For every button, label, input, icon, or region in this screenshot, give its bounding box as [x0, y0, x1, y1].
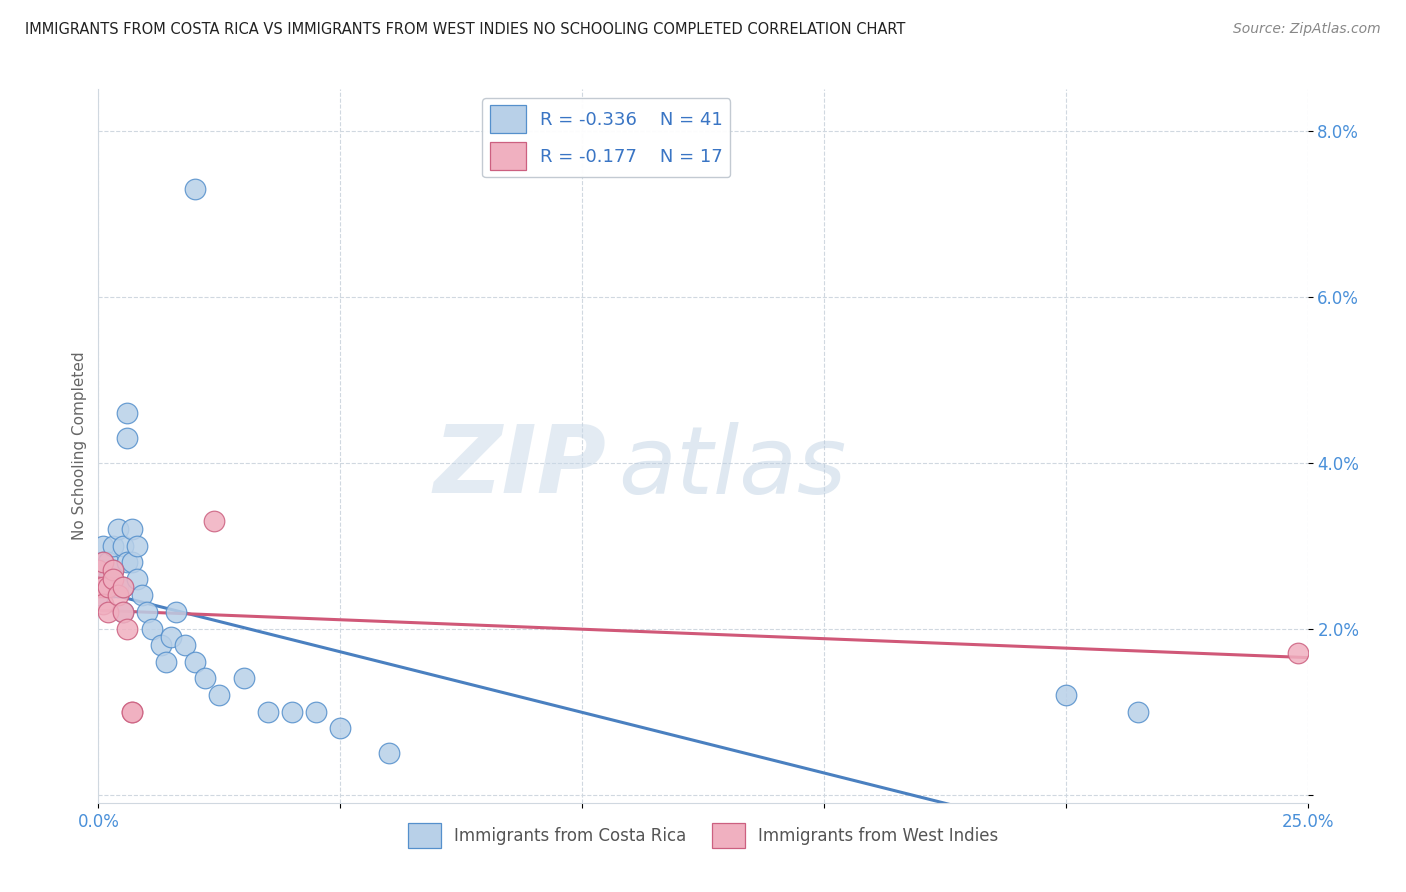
Point	[208, 688, 231, 702]
Point	[160, 630, 183, 644]
Point	[87, 580, 110, 594]
Point	[101, 564, 124, 578]
Point	[111, 605, 134, 619]
Point	[121, 555, 143, 569]
Point	[91, 564, 114, 578]
Text: Source: ZipAtlas.com: Source: ZipAtlas.com	[1233, 22, 1381, 37]
Point	[111, 580, 134, 594]
Point	[232, 671, 254, 685]
Point	[131, 588, 153, 602]
Point	[127, 539, 149, 553]
Point	[117, 622, 139, 636]
Point	[91, 555, 114, 569]
Point	[1128, 705, 1150, 719]
Point	[111, 539, 134, 553]
Point	[329, 721, 352, 735]
Point	[305, 705, 328, 719]
Text: IMMIGRANTS FROM COSTA RICA VS IMMIGRANTS FROM WEST INDIES NO SCHOOLING COMPLETED: IMMIGRANTS FROM COSTA RICA VS IMMIGRANTS…	[25, 22, 905, 37]
Point	[101, 572, 124, 586]
Point	[121, 705, 143, 719]
Point	[91, 555, 114, 569]
Point	[121, 522, 143, 536]
Point	[165, 605, 187, 619]
Point	[184, 182, 207, 196]
Point	[97, 572, 120, 586]
Point	[91, 580, 114, 594]
Point	[155, 655, 177, 669]
Point	[97, 580, 120, 594]
Point	[150, 638, 173, 652]
Point	[87, 588, 110, 602]
Point	[117, 406, 139, 420]
Point	[101, 539, 124, 553]
Point	[256, 705, 278, 719]
Point	[97, 605, 120, 619]
Point	[281, 705, 304, 719]
Point	[121, 705, 143, 719]
Point	[107, 588, 129, 602]
Point	[91, 539, 114, 553]
Point	[174, 638, 197, 652]
Point	[111, 605, 134, 619]
Point	[91, 597, 114, 611]
Legend: Immigrants from Costa Rica, Immigrants from West Indies: Immigrants from Costa Rica, Immigrants f…	[401, 816, 1005, 855]
Text: ZIP: ZIP	[433, 421, 606, 514]
Point	[117, 555, 139, 569]
Point	[1054, 688, 1077, 702]
Point	[107, 522, 129, 536]
Point	[107, 580, 129, 594]
Point	[1286, 647, 1309, 661]
Point	[127, 572, 149, 586]
Text: atlas: atlas	[619, 422, 846, 513]
Point	[184, 655, 207, 669]
Point	[135, 605, 157, 619]
Point	[101, 580, 124, 594]
Point	[117, 431, 139, 445]
Point	[141, 622, 163, 636]
Y-axis label: No Schooling Completed: No Schooling Completed	[72, 351, 87, 541]
Point	[97, 555, 120, 569]
Point	[101, 564, 124, 578]
Point	[204, 514, 226, 528]
Point	[194, 671, 217, 685]
Point	[87, 564, 110, 578]
Point	[111, 580, 134, 594]
Point	[377, 746, 399, 760]
